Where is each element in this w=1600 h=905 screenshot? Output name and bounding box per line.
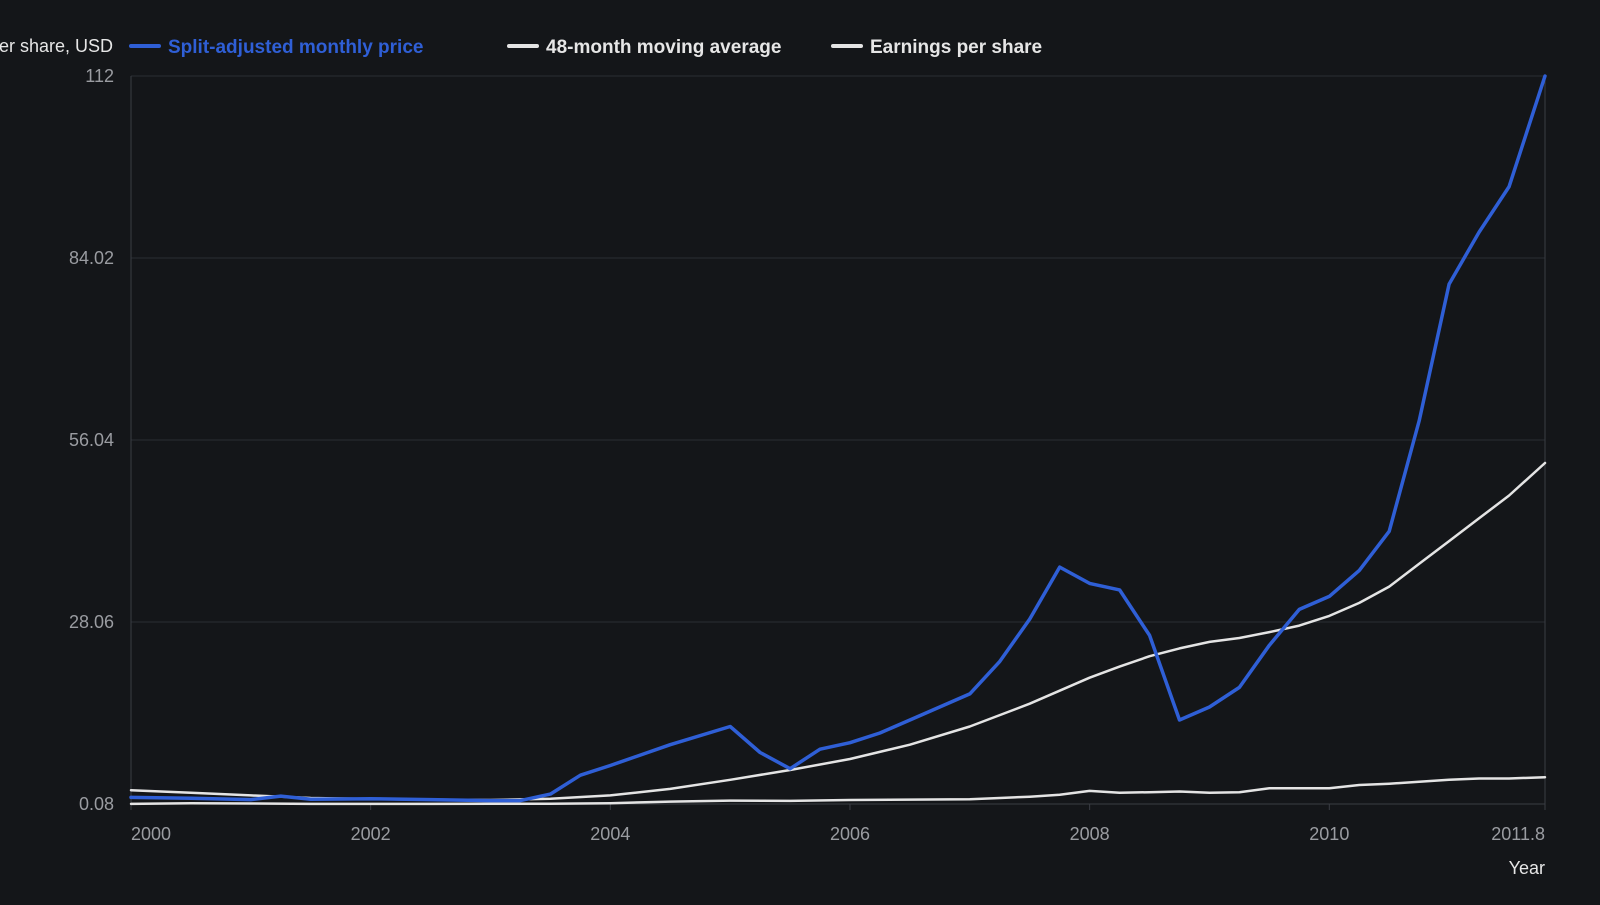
x-tick-label: 2004 bbox=[590, 824, 630, 844]
legend-label-48-month-moving-average: 48-month moving average bbox=[546, 37, 781, 58]
series-line-split-adjusted-monthly-price bbox=[129, 74, 1547, 803]
x-tick-label: 2008 bbox=[1070, 824, 1110, 844]
y-tick-label: 112 bbox=[85, 66, 114, 86]
legend: Split-adjusted monthly price 48-month mov… bbox=[129, 37, 1042, 58]
x-tick-label: 2002 bbox=[351, 824, 391, 844]
x-tick-label: 2006 bbox=[830, 824, 870, 844]
grid-layer bbox=[131, 75, 1545, 623]
legend-label-split-adjusted-monthly-price: Split-adjusted monthly price bbox=[168, 37, 423, 58]
x-tick-label: 2011.8 bbox=[1491, 824, 1545, 844]
y-axis-title: Price per share, USD bbox=[0, 36, 113, 56]
y-tick-label: 28.06 bbox=[69, 612, 114, 632]
series-line-earnings-per-share bbox=[129, 775, 1547, 806]
y-tick-label: 0.08 bbox=[79, 794, 114, 814]
x-tick-label: 2000 bbox=[131, 824, 171, 844]
legend-label-earnings-per-share: Earnings per share bbox=[870, 37, 1042, 58]
series-layer bbox=[129, 74, 1547, 806]
axes-layer: 112 84.02 56.04 28.06 0.08 2000 2002 2004 2006 20… bbox=[0, 36, 1546, 878]
y-tick-label: 84.02 bbox=[69, 248, 114, 268]
series-line-48-month-moving-average bbox=[129, 461, 1547, 802]
y-tick-label: 56.04 bbox=[69, 430, 114, 450]
x-tick-label: 2010 bbox=[1309, 824, 1349, 844]
x-axis-title: Year bbox=[1509, 858, 1545, 878]
